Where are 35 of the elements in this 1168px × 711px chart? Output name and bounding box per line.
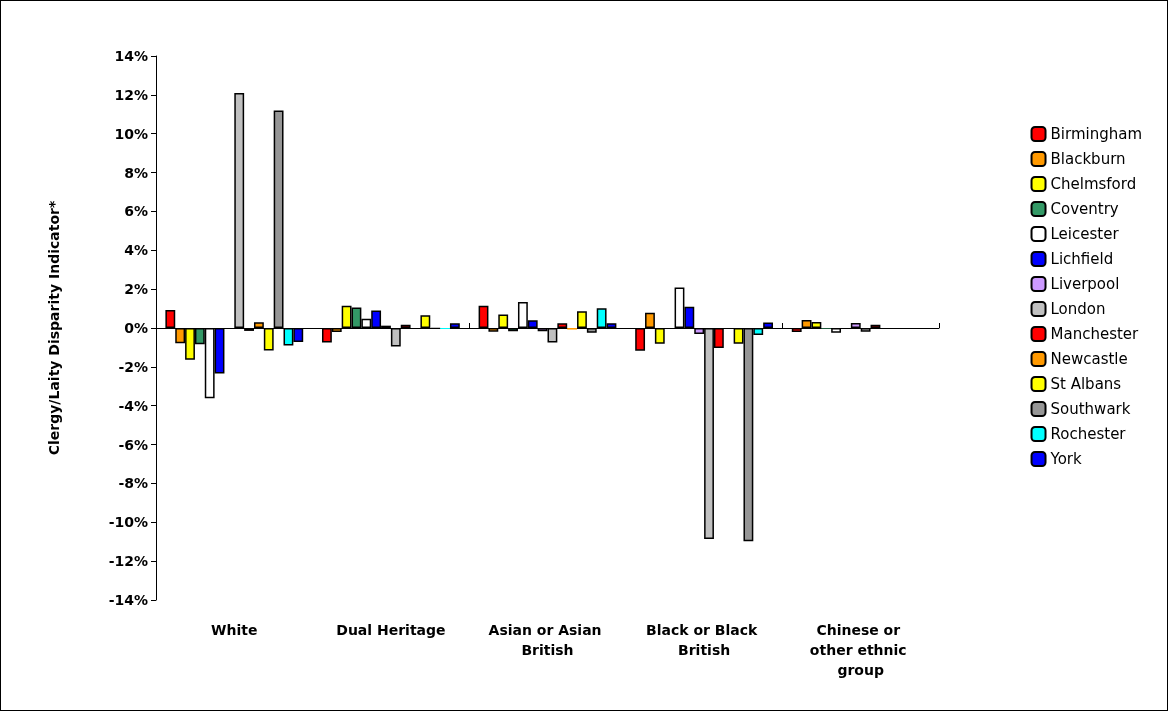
y-tick-label: 4%	[124, 242, 148, 259]
x-tick-label: Black or Black British	[646, 622, 763, 658]
x-tick-label: Asian or Asian British	[488, 622, 607, 658]
y-tick-label: 8%	[124, 164, 148, 181]
x-tick-label: White	[211, 622, 258, 638]
legend-label: Liverpool	[1050, 275, 1120, 293]
y-tick-label: -12%	[108, 553, 148, 570]
y-tick-label: 14%	[114, 48, 148, 64]
y-tick-label: -10%	[108, 514, 148, 531]
legend-label: Coventry	[1050, 200, 1119, 218]
legend-label: Southwark	[1050, 400, 1131, 418]
legend-label: London	[1050, 300, 1106, 318]
y-tick-label: 10%	[114, 125, 148, 142]
legend-label: Chelmsford	[1050, 175, 1137, 193]
legend-label: Manchester	[1050, 325, 1140, 343]
x-tick-label: Chinese or other ethnic group	[809, 622, 912, 678]
y-tick-label: -6%	[118, 436, 148, 453]
y-tick-label: -2%	[118, 358, 148, 375]
legend-label: Blackburn	[1050, 150, 1126, 168]
legend-label: Rochester	[1050, 425, 1127, 443]
y-tick-label: -14%	[108, 592, 148, 608]
legend-label: Birmingham	[1050, 125, 1142, 143]
legend-label: Newcastle	[1050, 350, 1128, 368]
y-tick-label: 2%	[124, 281, 148, 298]
y-axis-title: Clergy/Laity Disparity Indicator*	[46, 200, 62, 456]
y-tick-label: 0%	[124, 320, 148, 336]
y-tick-label: -4%	[118, 397, 148, 414]
legend-label: Lichfield	[1050, 250, 1114, 268]
legend-label: St Albans	[1050, 375, 1122, 393]
legend-label: Leicester	[1050, 225, 1120, 243]
y-tick-label: -8%	[118, 475, 148, 492]
legend-label: York	[1049, 450, 1083, 468]
y-tick-label: 12%	[114, 86, 148, 103]
x-tick-label: Dual Heritage	[336, 622, 446, 638]
y-tick-label: 6%	[124, 203, 148, 220]
